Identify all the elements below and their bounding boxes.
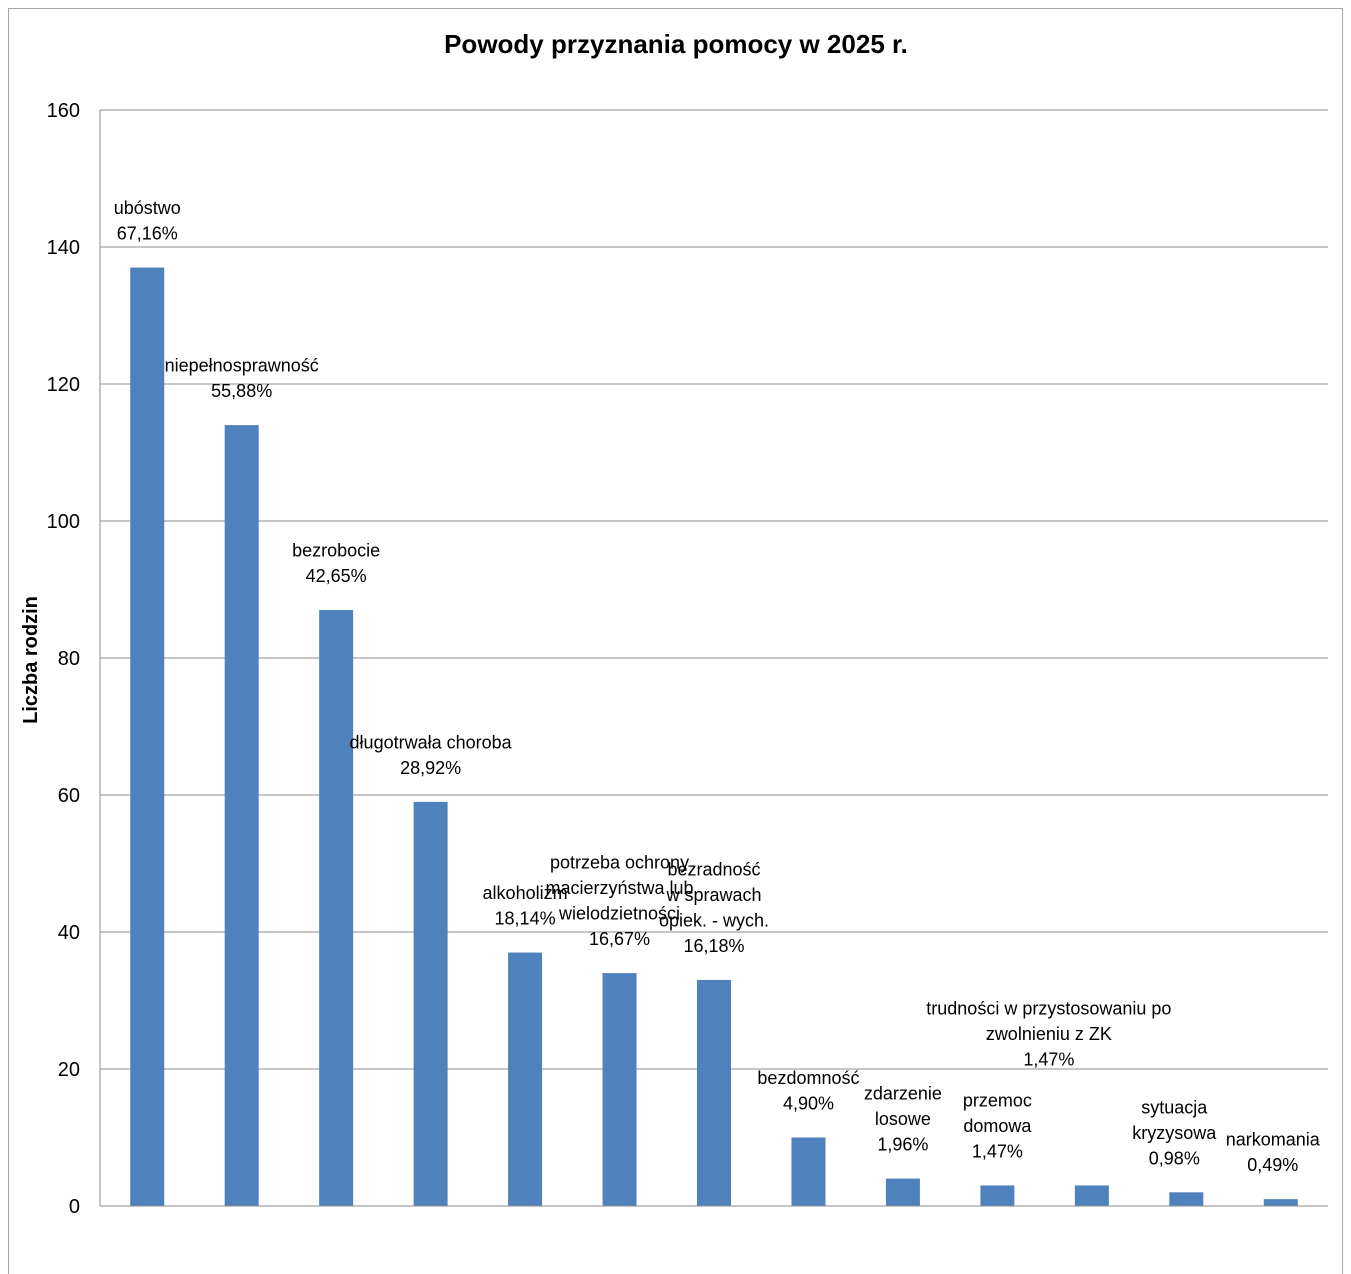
bar bbox=[130, 267, 165, 1206]
data-label: kryzysowa bbox=[1132, 1123, 1217, 1143]
data-label: niepełnosprawność bbox=[165, 356, 319, 376]
bar bbox=[980, 1185, 1015, 1206]
y-tick-label: 140 bbox=[47, 237, 80, 259]
y-tick-label: 100 bbox=[47, 511, 80, 533]
y-tick-labels: 0 20 40 60 80 100 120 140 160 bbox=[47, 100, 80, 1218]
data-label: 42,65% bbox=[306, 566, 367, 586]
data-label: bezradność bbox=[667, 859, 760, 879]
bar bbox=[791, 1137, 826, 1206]
y-tick-label: 40 bbox=[58, 922, 80, 944]
data-label: bezdomność bbox=[757, 1068, 859, 1088]
data-label: bezrobocie bbox=[292, 541, 380, 561]
data-label: zwolnieniu z ZK bbox=[986, 1024, 1112, 1044]
data-label: 67,16% bbox=[117, 224, 178, 244]
data-label: w sprawach bbox=[665, 885, 761, 905]
y-tick-label: 120 bbox=[47, 374, 80, 396]
data-label: 0,98% bbox=[1149, 1148, 1200, 1168]
bar bbox=[413, 801, 448, 1206]
data-label: 28,92% bbox=[400, 758, 461, 778]
y-tick-label: 20 bbox=[58, 1059, 80, 1081]
data-label: 1,47% bbox=[972, 1141, 1023, 1161]
data-label: zdarzenie bbox=[864, 1084, 942, 1104]
data-label: 0,49% bbox=[1247, 1155, 1298, 1175]
data-label: sytuacja bbox=[1141, 1097, 1208, 1117]
bar bbox=[885, 1178, 920, 1206]
bar bbox=[1074, 1185, 1109, 1206]
bar bbox=[697, 979, 731, 1206]
data-label: 16,18% bbox=[683, 936, 744, 956]
bar bbox=[224, 425, 259, 1207]
bars bbox=[130, 267, 1298, 1207]
y-tick-label: 80 bbox=[58, 648, 80, 670]
data-label: długotrwała choroba bbox=[350, 732, 513, 752]
data-label: losowe bbox=[875, 1109, 931, 1129]
bar bbox=[1169, 1192, 1204, 1206]
data-label: trudności w przystosowaniu po bbox=[926, 998, 1171, 1018]
chart-title: Powody przyznania pomocy w 2025 r. bbox=[444, 29, 908, 59]
data-label: ubóstwo bbox=[114, 198, 181, 218]
data-label: przemoc bbox=[963, 1090, 1032, 1110]
bar bbox=[508, 952, 543, 1206]
bar bbox=[602, 973, 637, 1206]
data-label: macierzyństwa lub bbox=[546, 878, 694, 898]
data-label: potrzeba ochrony bbox=[550, 853, 689, 873]
y-axis-label: Liczba rodzin bbox=[20, 596, 42, 724]
data-label: 4,90% bbox=[783, 1094, 834, 1114]
data-labels: ubóstwo 67,16% niepełnosprawność 55,88% bezr… bbox=[114, 198, 1321, 1175]
data-label: domowa bbox=[963, 1116, 1032, 1136]
y-tick-label: 0 bbox=[69, 1196, 80, 1218]
data-label: 1,47% bbox=[1023, 1049, 1074, 1069]
data-label: alkoholizm bbox=[483, 883, 568, 903]
y-tick-label: 160 bbox=[47, 100, 80, 122]
y-tick-label: 60 bbox=[58, 785, 80, 807]
bar bbox=[1263, 1199, 1298, 1206]
bar bbox=[319, 610, 354, 1206]
data-label: wielodzietności bbox=[558, 904, 680, 924]
data-label: 55,88% bbox=[211, 381, 272, 401]
data-label: 1,96% bbox=[877, 1135, 928, 1155]
data-label: 18,14% bbox=[495, 909, 556, 929]
data-label: 16,67% bbox=[589, 929, 650, 949]
data-label: narkomania bbox=[1226, 1130, 1321, 1150]
data-label: opiek. - wych. bbox=[659, 910, 769, 930]
